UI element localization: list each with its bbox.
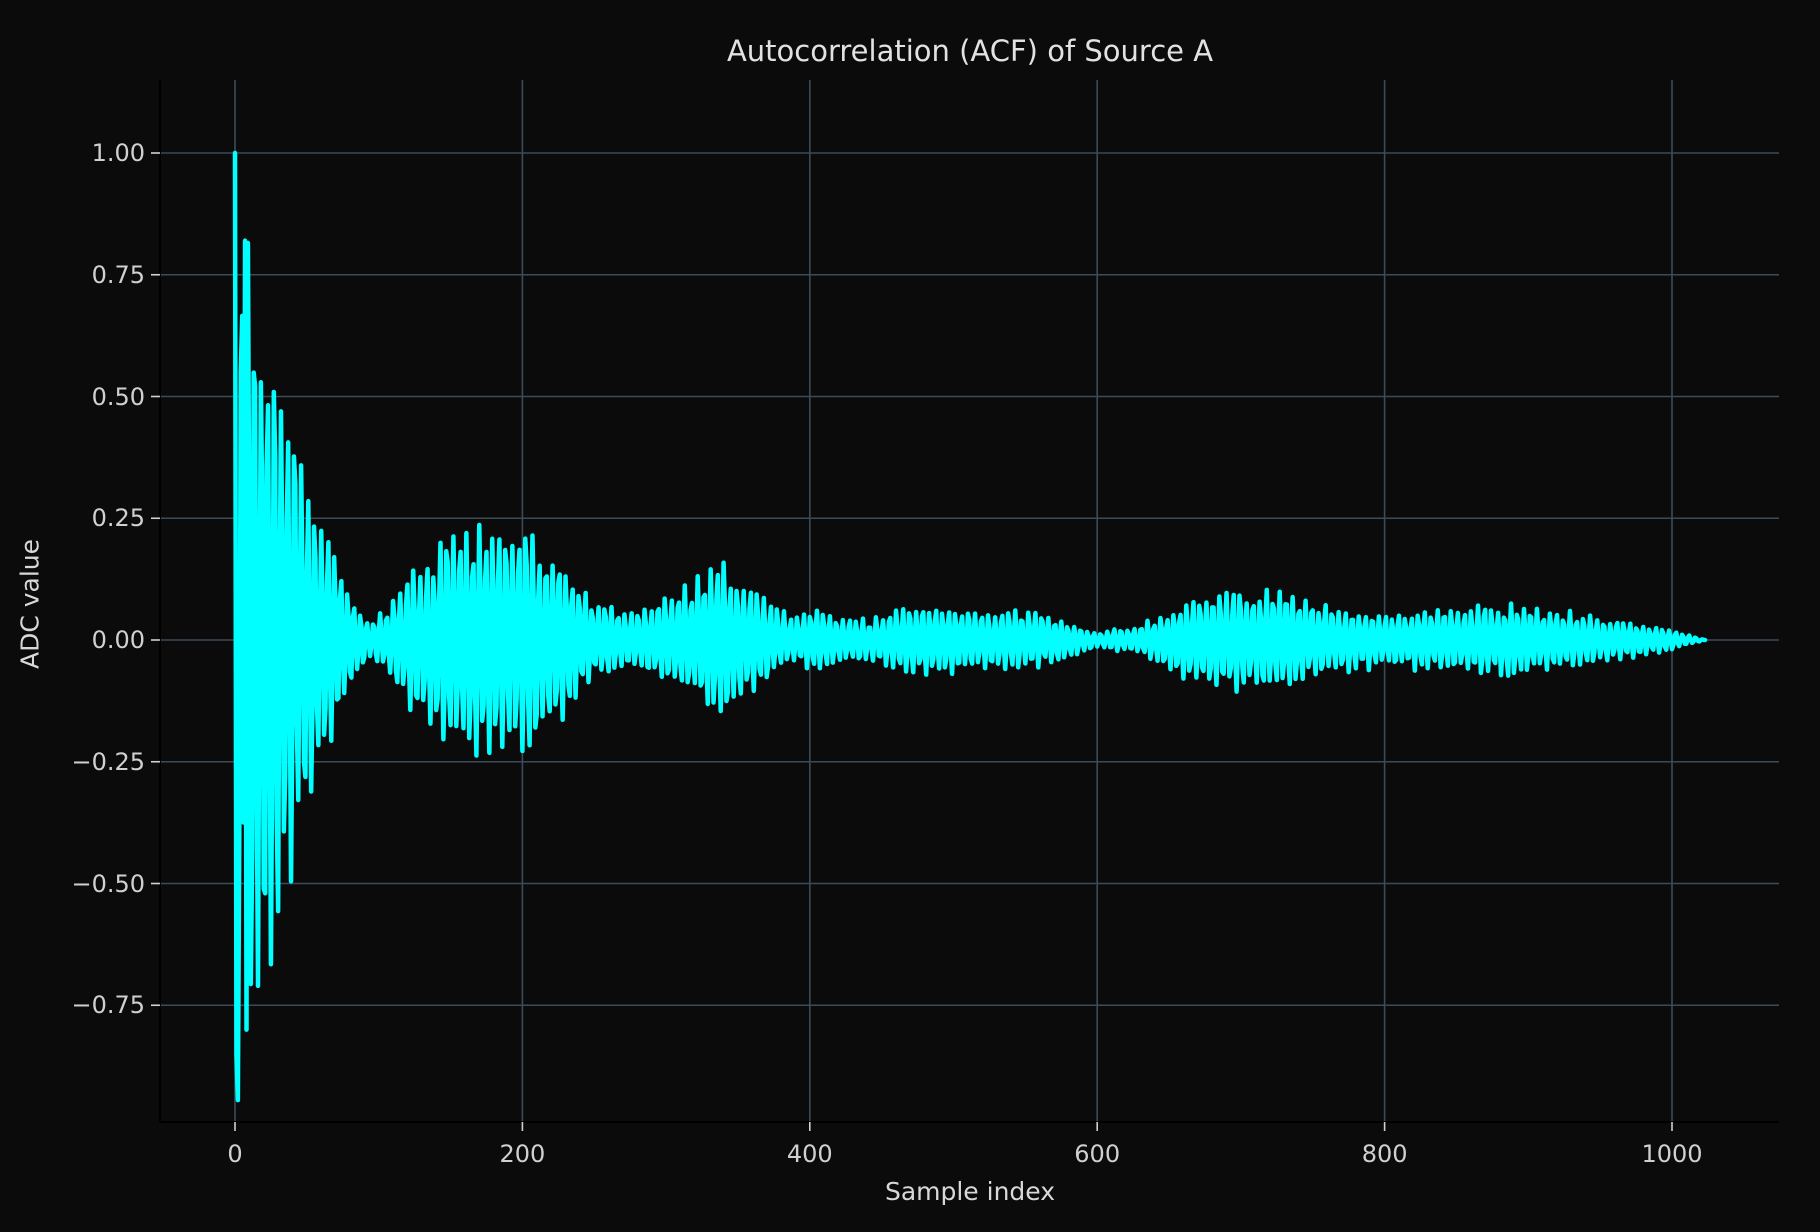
y-tick-label: 0.50 — [91, 382, 145, 411]
x-tick-label: 0 — [227, 1140, 243, 1168]
y-tick-label: 0.75 — [91, 260, 145, 289]
x-axis-label: Sample index — [884, 1177, 1056, 1206]
axis-spines — [159, 80, 1779, 1123]
acf-line — [232, 150, 1708, 1103]
y-tick-label: 0.25 — [91, 504, 145, 533]
y-tick-label: 0.00 — [91, 626, 145, 654]
y-tick-label: 1.00 — [91, 139, 145, 167]
y-tick-label: −0.50 — [71, 869, 145, 898]
acf-trace — [232, 150, 1708, 1103]
y-tick-label: −0.75 — [71, 991, 145, 1020]
x-tick-label: 400 — [786, 1140, 833, 1168]
x-tick-label: 600 — [1074, 1140, 1121, 1168]
x-tick-label: 200 — [499, 1140, 546, 1168]
y-tick-label: −0.25 — [71, 747, 145, 776]
tick-marks — [151, 152, 1673, 1131]
x-tick-label: 800 — [1361, 1140, 1408, 1168]
y-axis-label: ADC value — [15, 538, 45, 670]
x-tick-label: 1000 — [1641, 1140, 1703, 1168]
chart-title: Autocorrelation (ACF) of Source A — [726, 34, 1214, 68]
